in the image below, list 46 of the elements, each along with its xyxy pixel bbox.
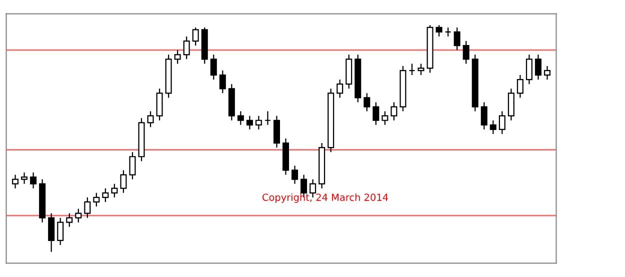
candlestick bbox=[444, 26, 452, 38]
candlestick bbox=[336, 79, 344, 98]
candlestick bbox=[12, 174, 19, 189]
candlestick bbox=[93, 192, 100, 208]
candlestick bbox=[516, 74, 524, 98]
candlestick bbox=[544, 65, 550, 80]
candlestick bbox=[273, 115, 280, 148]
candlestick bbox=[480, 102, 488, 130]
annotation: Copyright, 24 March 2014 bbox=[262, 193, 388, 203]
candlestick bbox=[120, 170, 127, 194]
candlestick bbox=[526, 54, 532, 85]
candlestick bbox=[48, 212, 55, 252]
candlestick bbox=[210, 54, 217, 80]
candlestick bbox=[418, 63, 424, 76]
candlestick bbox=[364, 92, 370, 112]
candlestick bbox=[436, 24, 442, 38]
candlestick bbox=[156, 88, 163, 121]
candlestick bbox=[192, 26, 199, 46]
candlestick bbox=[255, 115, 262, 130]
candlestick bbox=[21, 172, 28, 184]
candlestick bbox=[382, 110, 388, 126]
candlestick bbox=[462, 40, 470, 64]
candlestick bbox=[129, 152, 136, 180]
candlestick bbox=[75, 208, 82, 223]
candlestick bbox=[408, 63, 416, 76]
candlestick bbox=[30, 172, 37, 189]
candlestick bbox=[490, 120, 496, 135]
candlestick bbox=[498, 110, 506, 135]
candlestick bbox=[292, 165, 298, 184]
candlestick bbox=[372, 102, 380, 126]
candlestick bbox=[390, 102, 398, 121]
candlestick bbox=[84, 196, 91, 218]
candlestick bbox=[454, 26, 460, 51]
candlestick bbox=[183, 36, 190, 60]
candlestick bbox=[534, 54, 542, 80]
candlestick bbox=[237, 110, 244, 126]
candlestick bbox=[66, 212, 73, 228]
candlestick bbox=[246, 115, 253, 130]
candlestick bbox=[111, 183, 118, 198]
candlestick bbox=[57, 217, 64, 246]
candlestick bbox=[147, 110, 154, 128]
candlestick bbox=[102, 188, 109, 203]
candlestick bbox=[219, 70, 226, 94]
candlestick bbox=[174, 50, 181, 64]
candlestick bbox=[508, 88, 514, 121]
candlestick bbox=[264, 110, 271, 126]
